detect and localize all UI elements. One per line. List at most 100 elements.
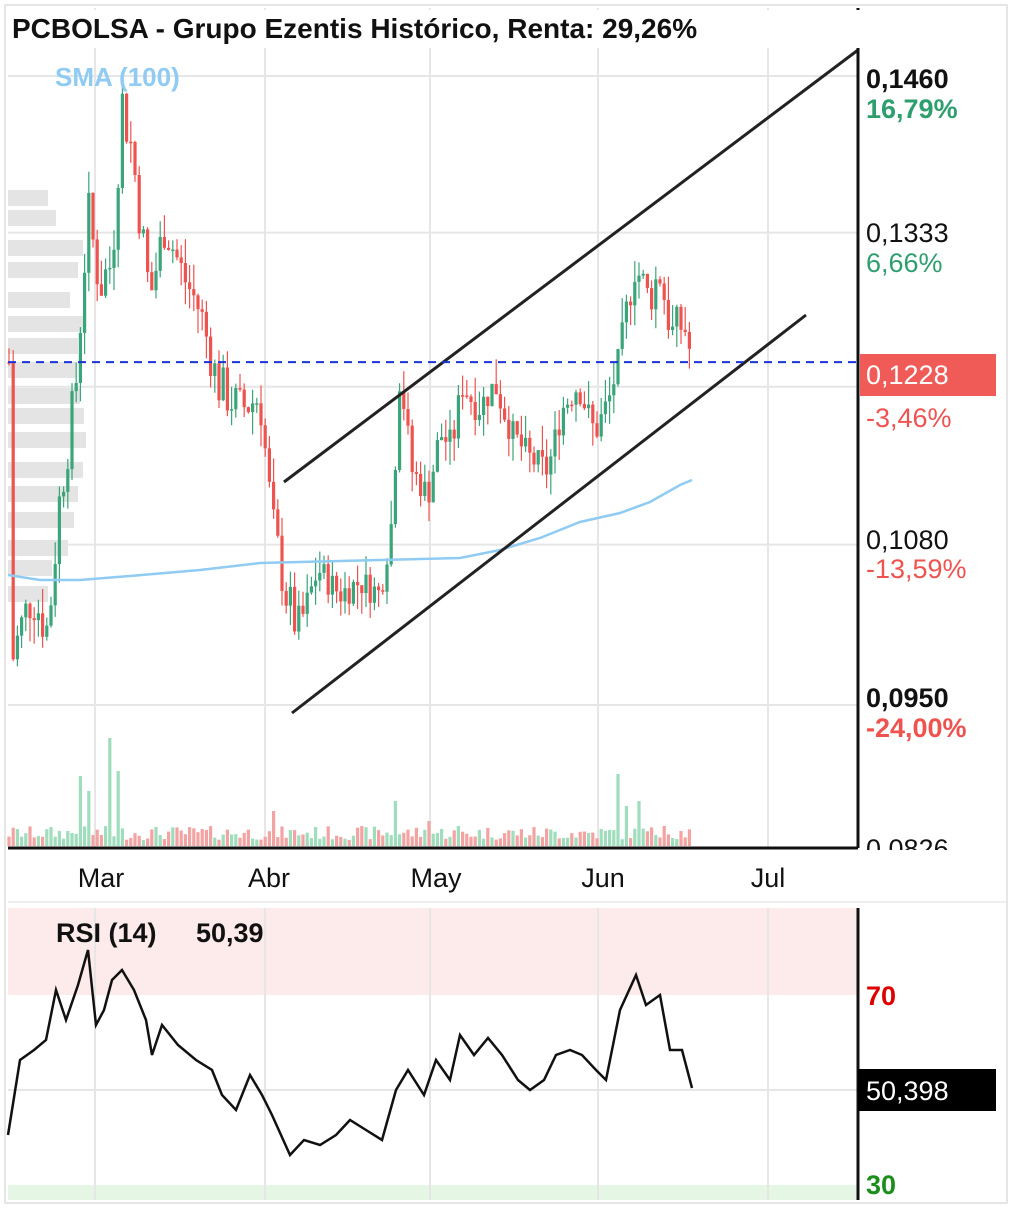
volume-profile-bar (8, 512, 74, 528)
volume-bar (242, 832, 246, 846)
volume-profile-bar (8, 292, 70, 308)
volume-profile-bar (8, 462, 83, 478)
candle-body (28, 603, 32, 619)
candle-body (57, 496, 61, 565)
volume-bar (490, 837, 494, 846)
volume-bar (175, 827, 179, 846)
volume-bar (641, 828, 645, 846)
volume-bar (41, 836, 45, 846)
volume-bar (675, 839, 679, 846)
volume-bar (45, 829, 49, 846)
outer-frame (4, 4, 1008, 1204)
candle-body (221, 367, 225, 401)
volume-bar (465, 833, 469, 846)
candle-body (524, 437, 528, 447)
volume-bar (167, 831, 171, 846)
volume-bar (24, 833, 28, 846)
volume-bar (360, 826, 364, 846)
candle-body (469, 396, 473, 402)
volume-bar (141, 839, 145, 846)
candle-body (36, 613, 40, 621)
volume-bar (188, 827, 192, 846)
volume-bar (372, 826, 376, 846)
price-tick-label: 0,1333 (866, 218, 949, 248)
candle-body (309, 586, 313, 593)
candle-body (662, 283, 666, 300)
volume-bar (645, 831, 649, 846)
volume-bar (288, 830, 292, 846)
volume-bar (461, 831, 465, 846)
candle-body (360, 585, 364, 594)
candle-body (284, 590, 288, 606)
candle-body (74, 382, 78, 392)
volume-bar (95, 829, 99, 846)
volume-bar (53, 836, 57, 846)
volume-profile-bar (8, 560, 52, 576)
candle-body (603, 401, 607, 415)
rsi-current-badge (858, 1069, 996, 1111)
candle-body (293, 586, 297, 632)
volume-bar (557, 838, 561, 846)
candle-body (53, 564, 57, 606)
candle-body (574, 392, 578, 405)
volume-bar (440, 828, 444, 846)
candle-body (242, 389, 246, 408)
candle-body (70, 391, 74, 470)
volume-bar (83, 826, 87, 846)
volume-bar (99, 834, 103, 846)
volume-bar (162, 839, 166, 846)
volume-bar (456, 826, 460, 846)
channel-upper-line (283, 48, 859, 484)
volume-bar (293, 830, 297, 846)
rsi-line (6, 949, 694, 1158)
volume-profile-bar (8, 210, 56, 226)
volume-bar (406, 829, 410, 846)
candle-body (545, 456, 549, 475)
candle-body (364, 574, 368, 594)
month-tick-label: Abr (248, 863, 290, 893)
volume-profile-bar (8, 540, 68, 556)
volume-bar (536, 835, 540, 846)
candle-body (171, 249, 175, 252)
candle-body (91, 192, 95, 240)
candle-body (238, 387, 242, 390)
volume-bar (423, 829, 427, 846)
volume-bar (612, 830, 616, 846)
candle-body (402, 391, 406, 410)
volume-profile-bar (8, 432, 86, 448)
candle-body (41, 613, 45, 637)
volume-bar (570, 833, 574, 846)
candle-body (217, 363, 221, 401)
candle-body (297, 605, 301, 632)
candle-body (246, 407, 250, 413)
candle-body (263, 425, 267, 449)
candle-body (532, 452, 536, 465)
candle-body (444, 437, 448, 442)
candle-body (377, 586, 381, 591)
volume-bar (28, 826, 32, 846)
candle-body (209, 336, 213, 377)
rsi-overbought-label: 70 (866, 981, 896, 1011)
volume-bar (91, 834, 95, 846)
candle-body (259, 403, 263, 426)
volume-bar (633, 828, 637, 846)
candle-body (410, 425, 414, 473)
volume-bar (116, 771, 120, 846)
volume-bar (272, 811, 276, 846)
volume-bar (125, 839, 129, 846)
candle-body (322, 564, 326, 573)
volume-bar (104, 826, 108, 846)
candle-body (175, 249, 179, 258)
candle-body (473, 401, 477, 420)
sma-line (7, 478, 693, 582)
candle-body (335, 575, 339, 592)
candle-body (490, 383, 494, 407)
candle-body (301, 605, 305, 614)
candle-body (162, 236, 166, 248)
candle-body (599, 414, 603, 437)
volume-bar (444, 838, 448, 846)
volume-bar (57, 830, 61, 846)
month-tick-label: Mar (78, 863, 125, 893)
candle-body (192, 289, 196, 296)
volume-bar (309, 838, 313, 846)
